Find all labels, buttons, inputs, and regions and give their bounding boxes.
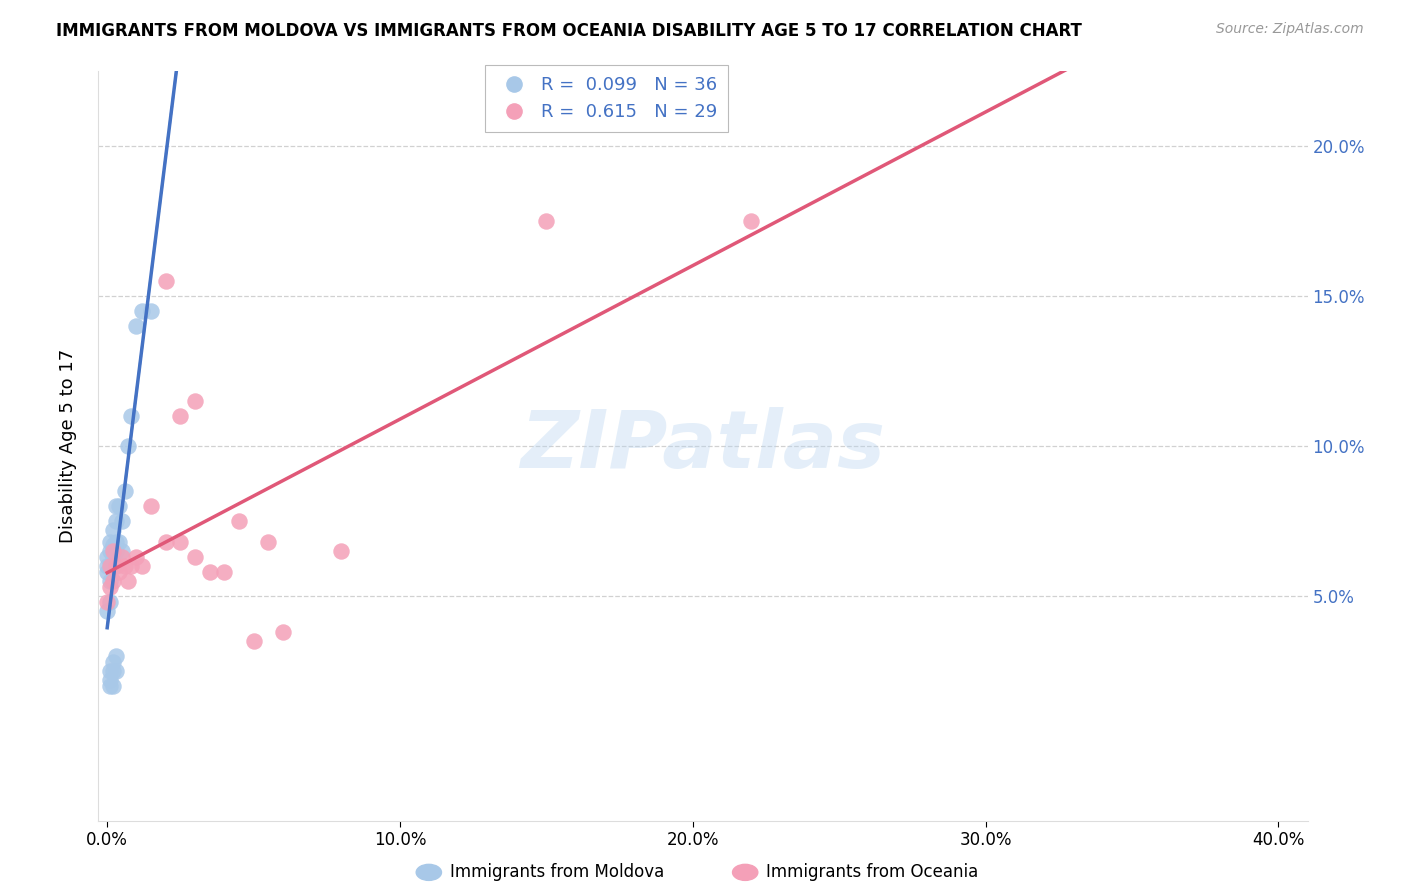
Point <box>139 304 162 318</box>
Text: Immigrants from Moldova: Immigrants from Moldova <box>450 863 664 881</box>
Point <box>198 565 221 579</box>
Point <box>101 544 124 558</box>
Point <box>96 595 118 609</box>
Point <box>117 439 139 453</box>
Point <box>111 514 134 528</box>
Point <box>740 214 762 228</box>
Point <box>104 499 127 513</box>
Point <box>104 648 127 663</box>
Text: IMMIGRANTS FROM MOLDOVA VS IMMIGRANTS FROM OCEANIA DISABILITY AGE 5 TO 17 CORREL: IMMIGRANTS FROM MOLDOVA VS IMMIGRANTS FR… <box>56 22 1083 40</box>
Point <box>111 549 134 564</box>
Point <box>114 483 136 498</box>
Point <box>98 673 121 687</box>
Point <box>155 274 177 288</box>
Point <box>536 214 558 228</box>
Point <box>101 655 124 669</box>
Point <box>108 565 131 579</box>
Point <box>111 544 134 558</box>
Point <box>120 409 142 423</box>
Point <box>104 544 127 558</box>
Point <box>104 514 127 528</box>
Legend: R =  0.099   N = 36, R =  0.615   N = 29: R = 0.099 N = 36, R = 0.615 N = 29 <box>485 65 728 132</box>
Point <box>131 304 153 318</box>
Point <box>108 499 131 513</box>
Point <box>214 565 236 579</box>
Point <box>96 565 118 579</box>
Text: Immigrants from Oceania: Immigrants from Oceania <box>766 863 979 881</box>
Point <box>101 558 124 573</box>
Text: ZIPatlas: ZIPatlas <box>520 407 886 485</box>
Point <box>117 574 139 588</box>
Point <box>101 544 124 558</box>
Point <box>104 664 127 678</box>
Point <box>242 633 264 648</box>
Point <box>184 549 207 564</box>
Point <box>101 679 124 693</box>
Y-axis label: Disability Age 5 to 17: Disability Age 5 to 17 <box>59 349 77 543</box>
Point <box>96 604 118 618</box>
Point <box>101 574 124 588</box>
Point <box>125 549 148 564</box>
Point <box>96 549 118 564</box>
Point <box>330 544 353 558</box>
Point <box>228 514 250 528</box>
Point <box>98 664 121 678</box>
Point <box>139 499 162 513</box>
Point <box>101 523 124 537</box>
Point <box>125 319 148 334</box>
Point <box>104 558 127 573</box>
Point <box>257 535 280 549</box>
Point <box>120 558 142 573</box>
Point <box>98 558 121 573</box>
Point <box>98 535 121 549</box>
Point <box>98 679 121 693</box>
Point <box>104 535 127 549</box>
Point <box>108 535 131 549</box>
Point <box>184 394 207 409</box>
Point <box>98 574 121 588</box>
Point <box>101 664 124 678</box>
Point <box>98 580 121 594</box>
Point <box>155 535 177 549</box>
Text: Source: ZipAtlas.com: Source: ZipAtlas.com <box>1216 22 1364 37</box>
Point <box>96 558 118 573</box>
Point <box>169 409 191 423</box>
Point <box>169 535 191 549</box>
Point <box>101 538 124 552</box>
Point <box>114 558 136 573</box>
Point <box>98 595 121 609</box>
Point <box>101 549 124 564</box>
Point <box>131 558 153 573</box>
Point <box>98 558 121 573</box>
Point <box>271 624 294 639</box>
Point <box>98 544 121 558</box>
